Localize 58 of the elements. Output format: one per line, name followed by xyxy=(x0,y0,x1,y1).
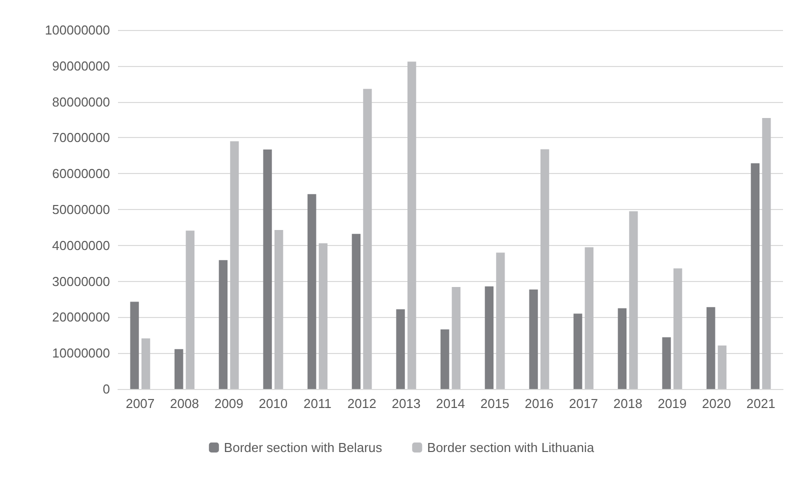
y-tick-label: 40000000 xyxy=(52,238,110,253)
bar xyxy=(618,308,627,389)
x-tick-label: 2010 xyxy=(258,396,288,411)
legend-label: Border section with Belarus xyxy=(224,440,383,455)
x-tick-label: 2018 xyxy=(613,396,642,411)
bar xyxy=(174,349,184,389)
x-tick-label: 2008 xyxy=(170,396,199,411)
bar xyxy=(141,338,150,389)
bar xyxy=(584,247,594,389)
bar xyxy=(540,149,550,389)
y-tick-label: 30000000 xyxy=(52,274,110,289)
y-tick-label: 50000000 xyxy=(52,202,110,217)
bar xyxy=(230,141,239,389)
bar xyxy=(762,118,771,389)
bar xyxy=(662,337,671,389)
x-tick-label: 2017 xyxy=(569,396,598,411)
bar xyxy=(673,268,682,389)
x-tick-label: 2015 xyxy=(480,396,510,411)
y-tick-label: 90000000 xyxy=(52,58,110,74)
bar xyxy=(529,290,538,389)
bar xyxy=(218,260,228,389)
x-tick-label: 2020 xyxy=(702,396,731,411)
bar xyxy=(352,234,361,389)
bar xyxy=(496,252,505,389)
bar xyxy=(484,286,494,389)
x-tick-label: 2009 xyxy=(214,396,244,411)
bar xyxy=(706,307,716,389)
bar xyxy=(574,314,582,389)
bar xyxy=(186,230,194,389)
bar xyxy=(308,194,316,389)
y-tick-label: 0 xyxy=(102,382,110,396)
bar xyxy=(452,287,460,389)
bar xyxy=(407,62,416,389)
bar xyxy=(318,243,328,389)
x-tick-label: 2007 xyxy=(126,396,155,411)
x-tick-label: 2014 xyxy=(436,396,465,411)
x-tick-label: 2016 xyxy=(524,396,554,411)
bar xyxy=(263,150,272,389)
bar xyxy=(363,88,372,389)
bar xyxy=(718,346,726,389)
bar xyxy=(274,230,284,389)
y-tick-label: 20000000 xyxy=(52,310,110,325)
bar xyxy=(750,163,760,389)
y-tick-label: 70000000 xyxy=(52,130,110,146)
bar xyxy=(130,302,139,389)
legend-label: Border section with Lithuania xyxy=(427,440,595,455)
bar xyxy=(396,309,405,389)
y-tick-label: 80000000 xyxy=(52,94,110,110)
x-tick-label: 2019 xyxy=(658,396,687,411)
x-tick-label: 2013 xyxy=(392,396,421,411)
x-tick-label: 2011 xyxy=(304,396,332,411)
x-tick-label: 2012 xyxy=(347,396,376,411)
y-tick-label: 100000000 xyxy=(44,22,110,38)
bar xyxy=(629,211,638,389)
y-tick-label: 10000000 xyxy=(52,346,110,361)
bar xyxy=(440,329,450,389)
x-tick-label: 2021 xyxy=(746,396,776,411)
y-tick-label: 60000000 xyxy=(52,166,110,182)
